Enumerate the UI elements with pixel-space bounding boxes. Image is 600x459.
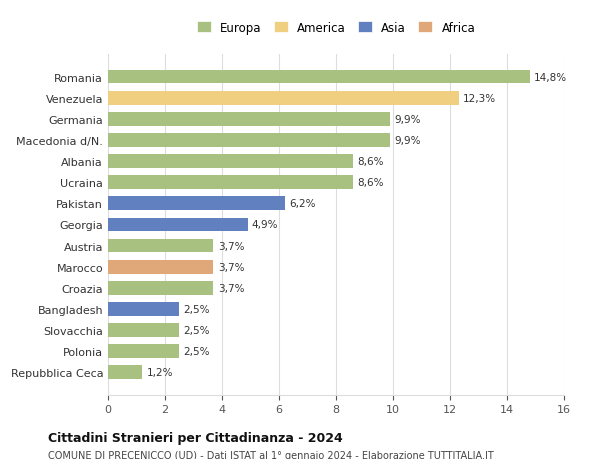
Text: 3,7%: 3,7% [218, 283, 244, 293]
Bar [108, 176, 353, 190]
Text: 14,8%: 14,8% [534, 73, 567, 82]
Text: 8,6%: 8,6% [358, 157, 384, 167]
Bar [108, 92, 458, 105]
Bar [108, 71, 530, 84]
Text: 8,6%: 8,6% [358, 178, 384, 188]
Text: 6,2%: 6,2% [289, 199, 316, 209]
Text: 2,5%: 2,5% [184, 325, 210, 335]
Text: 9,9%: 9,9% [394, 135, 421, 146]
Text: 12,3%: 12,3% [463, 94, 496, 103]
Text: 2,5%: 2,5% [184, 304, 210, 314]
Bar [108, 281, 214, 295]
Text: 4,9%: 4,9% [252, 220, 278, 230]
Text: 9,9%: 9,9% [394, 115, 421, 124]
Bar [108, 260, 214, 274]
Text: 2,5%: 2,5% [184, 347, 210, 356]
Text: COMUNE DI PRECENICCO (UD) - Dati ISTAT al 1° gennaio 2024 - Elaborazione TUTTITA: COMUNE DI PRECENICCO (UD) - Dati ISTAT a… [48, 450, 494, 459]
Bar [108, 324, 179, 337]
Bar [108, 112, 390, 126]
Legend: Europa, America, Asia, Africa: Europa, America, Asia, Africa [192, 17, 480, 39]
Text: 3,7%: 3,7% [218, 262, 244, 272]
Text: Cittadini Stranieri per Cittadinanza - 2024: Cittadini Stranieri per Cittadinanza - 2… [48, 431, 343, 444]
Text: 1,2%: 1,2% [146, 368, 173, 377]
Bar [108, 134, 390, 147]
Bar [108, 366, 142, 379]
Bar [108, 239, 214, 253]
Bar [108, 302, 179, 316]
Bar [108, 218, 248, 232]
Text: 3,7%: 3,7% [218, 241, 244, 251]
Bar [108, 197, 285, 211]
Bar [108, 155, 353, 168]
Bar [108, 345, 179, 358]
